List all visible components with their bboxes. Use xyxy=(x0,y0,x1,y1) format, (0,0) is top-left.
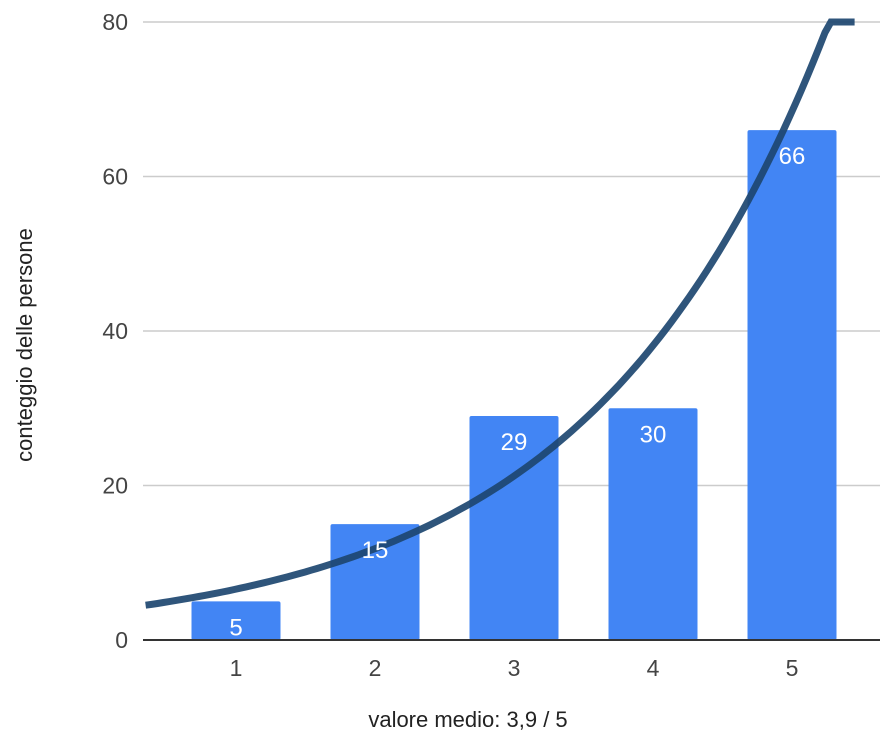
bar-value-label: 66 xyxy=(779,143,806,170)
x-tick-label: 1 xyxy=(230,655,243,681)
bar xyxy=(330,524,420,640)
y-tick-label: 40 xyxy=(102,318,128,344)
y-tick-label: 20 xyxy=(102,473,128,499)
x-axis-ticks: 1 2 3 4 5 xyxy=(230,655,799,681)
bars xyxy=(191,130,837,640)
bar xyxy=(469,415,559,640)
x-tick-label: 4 xyxy=(647,655,660,681)
trendline xyxy=(145,18,855,609)
x-tick-label: 2 xyxy=(369,655,382,681)
bar xyxy=(747,130,837,640)
x-tick-label: 3 xyxy=(508,655,521,681)
y-axis-title: conteggio delle persone xyxy=(12,228,37,462)
bar xyxy=(608,408,698,640)
data-labels: 5 15 29 30 66 xyxy=(229,143,805,641)
y-tick-label: 60 xyxy=(102,164,128,190)
bar-value-label: 30 xyxy=(640,421,667,448)
y-tick-label: 0 xyxy=(115,627,128,653)
bar-value-label: 15 xyxy=(362,537,389,564)
bar-value-label: 5 xyxy=(229,614,242,641)
bar xyxy=(191,601,281,640)
bar-value-label: 29 xyxy=(501,429,528,456)
y-axis-ticks: 0 20 40 60 80 xyxy=(102,9,128,653)
x-axis-title: valore medio: 3,9 / 5 xyxy=(368,707,567,732)
trendline-group xyxy=(145,18,855,609)
y-tick-label: 80 xyxy=(102,9,128,35)
x-tick-label: 5 xyxy=(786,655,799,681)
